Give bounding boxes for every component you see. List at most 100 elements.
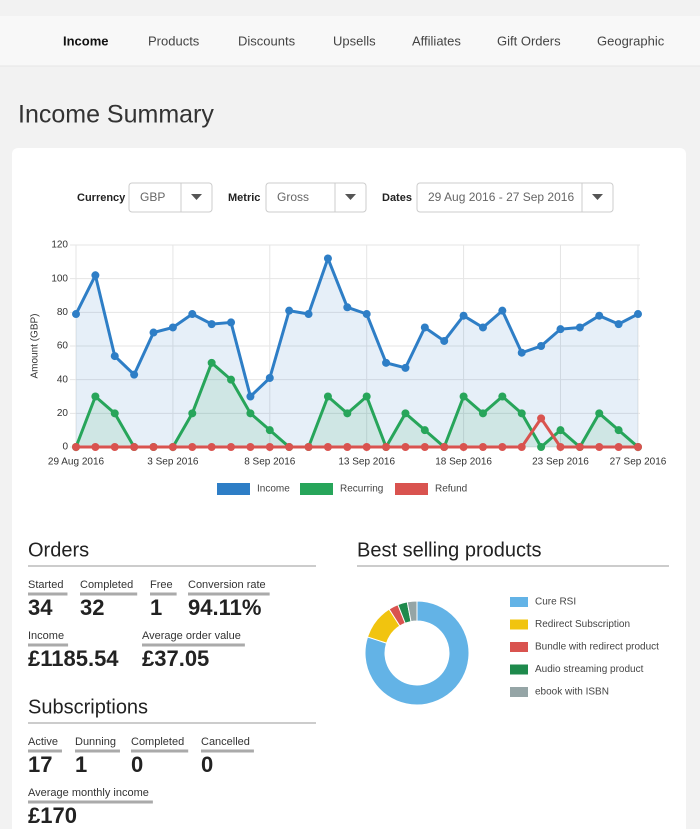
stat-label: Completed xyxy=(80,579,133,591)
stat-value: 34 xyxy=(28,595,53,620)
point xyxy=(459,392,468,401)
y-tick-label: 100 xyxy=(51,273,68,284)
point xyxy=(459,311,468,320)
point xyxy=(382,443,391,451)
nav-item[interactable]: Income xyxy=(63,33,109,48)
point xyxy=(265,373,274,382)
nav-item[interactable]: Products xyxy=(148,33,200,48)
legend-swatch xyxy=(510,642,528,652)
stat-label: Dunning xyxy=(75,736,116,748)
legend-swatch xyxy=(510,597,528,607)
point xyxy=(537,414,546,423)
filter-value: 29 Aug 2016 - 27 Sep 2016 xyxy=(428,190,574,204)
nav-bar xyxy=(0,16,700,66)
point xyxy=(130,370,139,379)
x-tick-label: 29 Aug 2016 xyxy=(48,457,105,468)
legend-label: Income xyxy=(257,484,290,495)
stat-value: 94.11% xyxy=(188,595,261,620)
nav-item[interactable]: Discounts xyxy=(238,33,296,48)
legend-swatch xyxy=(510,619,528,630)
filter-select[interactable] xyxy=(265,182,367,213)
point xyxy=(362,443,371,451)
point xyxy=(556,443,565,451)
y-axis-label: Amount (GBP) xyxy=(30,313,41,378)
nav-item[interactable]: Gift Orders xyxy=(497,33,561,48)
legend-label: Cure RSI xyxy=(535,597,576,608)
y-tick-label: 80 xyxy=(57,307,69,318)
legend-label: Bundle with redirect product xyxy=(535,642,659,653)
nav-item[interactable]: Affiliates xyxy=(412,33,461,48)
point xyxy=(72,310,80,319)
point xyxy=(246,392,255,401)
stat-value: £1185.54 xyxy=(28,646,119,671)
point xyxy=(634,443,642,451)
point xyxy=(343,409,352,418)
section-title: Orders xyxy=(28,539,89,561)
point xyxy=(382,358,391,367)
stat-value: 0 xyxy=(201,752,213,777)
stat-label: Free xyxy=(150,579,173,591)
point xyxy=(91,392,100,401)
filter-label: Currency xyxy=(77,192,126,204)
point xyxy=(72,443,80,451)
point xyxy=(323,254,332,263)
stat-value: 1 xyxy=(150,595,162,620)
point xyxy=(207,443,216,451)
stat-value: £170 xyxy=(28,803,77,828)
filter-value: Gross xyxy=(277,190,309,204)
point xyxy=(517,443,526,451)
section-title: Best selling products xyxy=(357,539,542,561)
filter-select[interactable] xyxy=(416,182,614,213)
legend-label: Audio streaming product xyxy=(535,664,644,675)
point xyxy=(130,443,139,451)
point xyxy=(323,392,332,401)
point xyxy=(634,310,642,319)
stat-label: Cancelled xyxy=(201,736,250,748)
nav-item[interactable]: Geographic xyxy=(597,33,665,48)
point xyxy=(323,443,332,451)
point xyxy=(207,320,216,329)
stat-label: Conversion rate xyxy=(188,579,266,591)
point xyxy=(401,409,410,418)
point xyxy=(227,443,236,451)
point xyxy=(537,342,546,350)
x-tick-label: 13 Sep 2016 xyxy=(338,457,395,468)
point xyxy=(595,443,604,451)
legend-label: Refund xyxy=(435,484,467,495)
x-tick-label: 23 Sep 2016 xyxy=(532,457,589,468)
point xyxy=(265,426,274,435)
legend-swatch xyxy=(510,664,528,675)
point xyxy=(207,358,216,367)
point xyxy=(227,318,236,327)
point xyxy=(285,306,294,315)
stat-label: Active xyxy=(28,736,58,748)
nav-item[interactable]: Upsells xyxy=(333,33,376,48)
x-tick-label: 18 Sep 2016 xyxy=(435,457,492,468)
point xyxy=(110,443,119,451)
point xyxy=(478,443,487,451)
point xyxy=(188,443,197,451)
point xyxy=(459,443,468,451)
stat-label: Average order value xyxy=(142,630,241,642)
stat-value: 32 xyxy=(80,595,104,620)
point xyxy=(91,443,100,451)
point xyxy=(498,443,507,451)
point xyxy=(478,409,487,418)
filter-select[interactable] xyxy=(128,182,213,213)
y-tick-label: 40 xyxy=(57,374,69,385)
legend-swatch xyxy=(217,483,250,495)
point xyxy=(420,426,429,435)
y-tick-label: 120 xyxy=(51,240,68,251)
filter-value: GBP xyxy=(140,190,165,204)
legend-label: ebook with ISBN xyxy=(535,687,609,698)
stat-value: 17 xyxy=(28,752,52,777)
point xyxy=(304,443,313,451)
y-tick-label: 0 xyxy=(62,442,68,453)
point xyxy=(420,323,429,332)
point xyxy=(614,443,623,451)
point xyxy=(440,443,449,451)
point xyxy=(110,409,119,418)
select-arrow xyxy=(191,194,202,200)
filter-label: Metric xyxy=(228,192,260,204)
y-tick-label: 60 xyxy=(57,341,69,352)
